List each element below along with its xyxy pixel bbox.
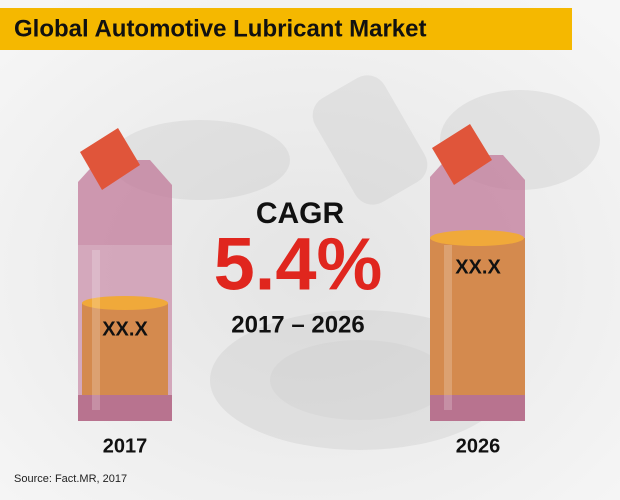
source: Source: Fact.MR, 2017	[14, 473, 127, 485]
title: Global Automotive Lubricant Market	[14, 15, 427, 42]
cagr-label: CAGR	[256, 197, 345, 230]
bottle-2026	[430, 124, 525, 421]
bottle-year: 2017	[103, 435, 148, 457]
bottle-value: XX.X	[455, 256, 501, 278]
title-bar	[0, 8, 572, 50]
bottle-2017	[78, 128, 172, 421]
cagr-value: 5.4%	[214, 223, 383, 306]
cagr-period: 2017 – 2026	[231, 311, 364, 338]
bottle-value: XX.X	[102, 318, 148, 340]
bottle-year: 2026	[456, 435, 501, 457]
